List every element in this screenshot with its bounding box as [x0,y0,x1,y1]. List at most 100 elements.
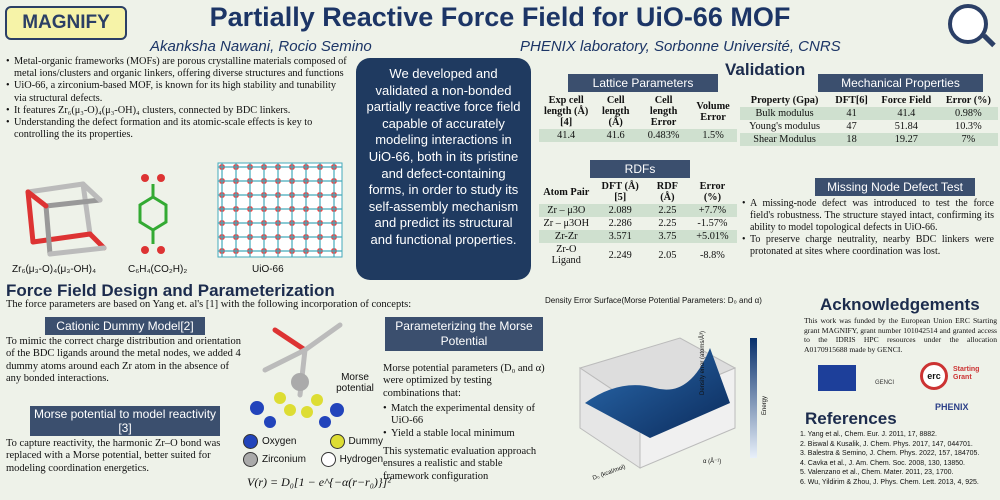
zr-cluster-image [25,181,107,257]
rdfs-header: Error (%) [699,181,726,203]
lattice-header: Cell length (Å) [601,95,630,128]
lattice-header: Volume Error [696,100,730,123]
rdfs-cell: Zr – μ3O [547,205,586,216]
rdfs-cell: 2.05 [658,249,677,261]
ref-item: 5. Valenzano et al., Chem. Mater. 2011, … [800,469,954,476]
summary-box: We developed and validated a non-bonded … [356,58,531,280]
ref-item: 6. Wu, Yildirim & Zhou, J. Phys. Chem. L… [800,478,979,486]
validation-heading: Validation [725,60,806,79]
ff-intro: The force parameters are based on Yang e… [6,299,412,310]
morse-equation: V(r) = D₀[1 − e^{−α(r−r₀)}]² [247,475,391,489]
morse-title: Morse potential to model reactivity [3] [30,406,220,436]
intro-bullet: Metal-organic frameworks (MOFs) are poro… [6,56,351,80]
param-bullets: Match the experimental density of UiO-66… [383,403,548,441]
rdfs-cell: -1.57% [697,218,728,229]
param-bullet: Yield a stable local minimum [383,428,548,441]
mech-cell: 7% [961,134,976,145]
cationic-title: Cationic Dummy Model[2] [45,317,205,335]
cationic-text: To mimic the correct charge distribution… [6,336,241,385]
mech-cell: 19.27 [894,134,918,145]
param-title: Parameterizing the Morse Potential [385,317,543,351]
morse-label: Morse potential [336,372,374,394]
lattice-cell: 1.5% [702,130,724,141]
rdfs-header: DFT (Å) [5] [601,181,639,203]
mech-header: Property (Gpa) [750,95,819,106]
legend-oxygen: Oxygen [262,436,297,448]
lattice-cell: 41.6 [606,130,625,141]
refs-heading: References [805,409,897,428]
mech-table: Property (Gpa) DFT[6] Force Field Error (%)… [740,94,998,146]
ref-item: 2. Biswal & Kusalik, J. Chem. Phys. 2017… [800,440,973,448]
authors: Akanksha Nawani, Rocio Semino [150,38,372,55]
mech-cell: Shear Modulus [753,134,816,145]
rdfs-cell: +7.7% [698,205,727,216]
legend-hydrogen: Hydrogen [339,454,383,466]
param-bullet: Match the experimental density of UiO-66 [383,403,548,428]
erc-logo: erc [920,362,948,390]
rdfs-header: RDF (Å) [656,181,678,203]
rdfs-cell: 2.249 [608,249,632,261]
rdfs-cell: 3.571 [608,231,632,242]
lattice-cell: 41.4 [557,130,576,141]
plot-cbar-label: Energy [762,395,768,415]
mof-label: UiO-66 [252,264,284,275]
plot-zlabel: Density error (atoms/Å³) [700,330,706,395]
atom-legend: Oxygen Dummy Zirconium Hydrogen [243,434,383,467]
param-text: Morse potential parameters (D₀ and α) we… [383,363,545,399]
legend-zirconium: Zirconium [262,454,306,466]
rdfs-title: RDFs [590,160,690,178]
defect-bullet: To preserve charge neutrality, nearby BD… [742,234,994,258]
eu-flag-logo [818,365,856,391]
mech-cell: 0.98% [955,108,982,119]
defect-title: Missing Node Defect Test [815,178,975,196]
plot-ylabel: α (Å⁻¹) [703,459,722,465]
param-end: This systematic evaluation approach ensu… [383,446,537,482]
defect-bullet: A missing-node defect was introduced to … [742,198,994,234]
magnify-logo: MAGNIFY [5,6,127,40]
magnifier-icon [948,4,988,44]
linker-label: C₆H₄(CO₂H)₂ [128,264,188,275]
intro-bullets: Metal-organic frameworks (MOFs) are poro… [6,56,351,141]
poster-title: Partially Reactive Force Field for UiO-6… [209,2,791,32]
plot-title: Density Error Surface(Morse Potential Pa… [545,296,762,305]
ref-item: 4. Cavka et al., J. Am. Chem. Soc. 2008,… [800,459,965,467]
ref-item: 3. Balestra & Semino, J. Chem. Phys. 202… [800,450,980,457]
phenix-logo: PHENIX [935,402,969,412]
ack-text: This work was funded by the European Uni… [804,316,997,354]
mech-cell: 51.84 [894,121,918,132]
ref-item: 1. Yang et al., Chem. Eur. J. 2011, 17, … [800,431,937,438]
rdfs-cell: 2.286 [608,218,632,229]
mech-header: DFT[6] [835,95,868,106]
legend-dummy: Dummy [348,436,383,448]
morse-text: To capture reactivity, the harmonic Zr–O… [6,438,221,474]
mech-cell: 47 [846,121,857,132]
rdfs-cell: 2.089 [608,205,632,216]
rdfs-cell: 3.75 [658,231,677,242]
rdfs-cell: 2.25 [658,205,677,216]
mech-header: Error (%) [945,95,991,106]
intro-bullet: It features Zr₆(μ₃-O)₄(μ₃-OH)₄ clusters,… [6,105,351,117]
refs-list: 1. Yang et al., Chem. Eur. J. 2011, 17, … [800,430,998,487]
lattice-header: Exp cell length (Å) [4] [544,95,589,128]
mech-cell: Young's modulus [749,121,821,132]
ff-heading: Force Field Design and Parameterization [6,281,335,300]
mech-cell: 18 [846,134,857,145]
starting-grant-logo: Starting Grant [953,366,980,381]
rdfs-cell: Zr-O Ligand [551,244,581,266]
density-surface-plot [578,337,757,469]
rdfs-cell: Zr-Zr [554,231,578,242]
rdfs-cell: +5.01% [696,231,729,242]
rdfs-table: Atom Pair DFT (Å) [5] RDF (Å) Error (%) Zr … [539,180,737,267]
lattice-title: Lattice Parameters [568,74,718,92]
cluster-label: Zr₆(μ₃-O)₄(μ₃-OH)₄ [12,264,97,275]
mech-header: Force Field [881,95,932,106]
lattice-header: Cell length Error [649,95,678,128]
rdfs-cell: Zr – μ3OH [543,218,590,229]
intro-bullet: Understanding the defect formation and i… [6,117,351,141]
dummy-model-image [250,322,344,428]
affiliation: PHENIX laboratory, Sorbonne Université, … [520,38,841,55]
ack-heading: Acknowledgements [820,295,980,314]
rdfs-cell: -8.8% [699,249,725,261]
defect-bullets: A missing-node defect was introduced to … [742,198,994,258]
mech-cell: 10.3% [955,121,982,132]
